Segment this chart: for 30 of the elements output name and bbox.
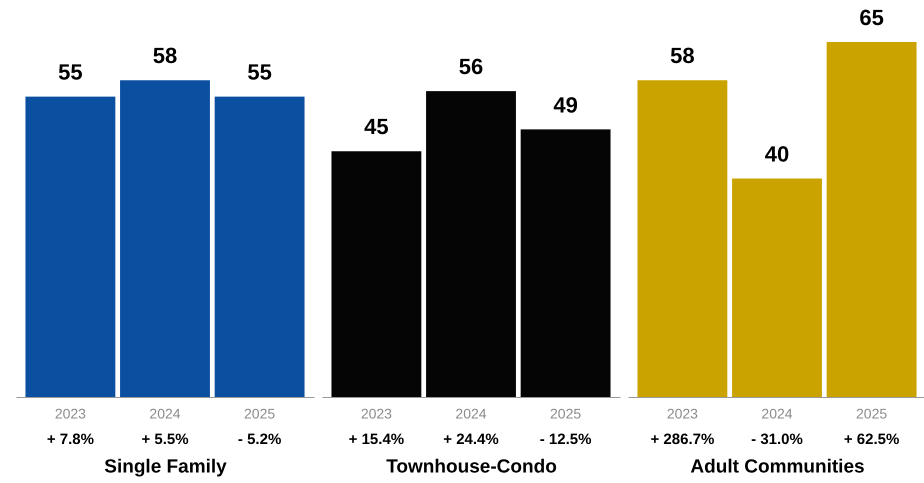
x-tick-label: 2023 <box>666 406 698 422</box>
text: - 31.0% <box>751 431 803 448</box>
data-label: 58 <box>152 43 178 68</box>
data-label: 55 <box>58 60 83 85</box>
x-tick-label: 2024 <box>455 406 487 422</box>
x-tick-label: 2023 <box>360 406 392 422</box>
text: - 12.5% <box>540 431 592 448</box>
data-label: 58 <box>670 43 695 68</box>
data-label: 45 <box>364 114 389 140</box>
x-tick-label: 2023 <box>54 406 86 422</box>
x-axis-title: Townhouse-Condo <box>386 456 557 478</box>
text: + 24.4% <box>443 431 499 448</box>
x-axis-title: Adult Communities <box>690 456 865 478</box>
x-tick-label: 2025 <box>244 406 276 422</box>
x-tick-label: 2024 <box>761 406 793 422</box>
text: - 5.2% <box>238 431 282 448</box>
data-label: 49 <box>553 92 578 118</box>
data-label: 40 <box>764 142 790 167</box>
text: + 15.4% <box>348 431 404 448</box>
text: + 5.5% <box>141 431 189 448</box>
x-tick-label: 2025 <box>856 406 888 422</box>
x-tick-label: 2025 <box>550 406 582 422</box>
x-tick-label: 2024 <box>149 406 181 422</box>
text: + 62.5% <box>844 431 900 448</box>
data-label: 56 <box>458 54 484 80</box>
x-axis-title: Single Family <box>104 456 228 478</box>
text: + 7.8% <box>46 431 94 448</box>
data-label: 55 <box>247 60 272 85</box>
data-label: 65 <box>859 5 884 30</box>
text: + 286.7% <box>650 431 714 448</box>
